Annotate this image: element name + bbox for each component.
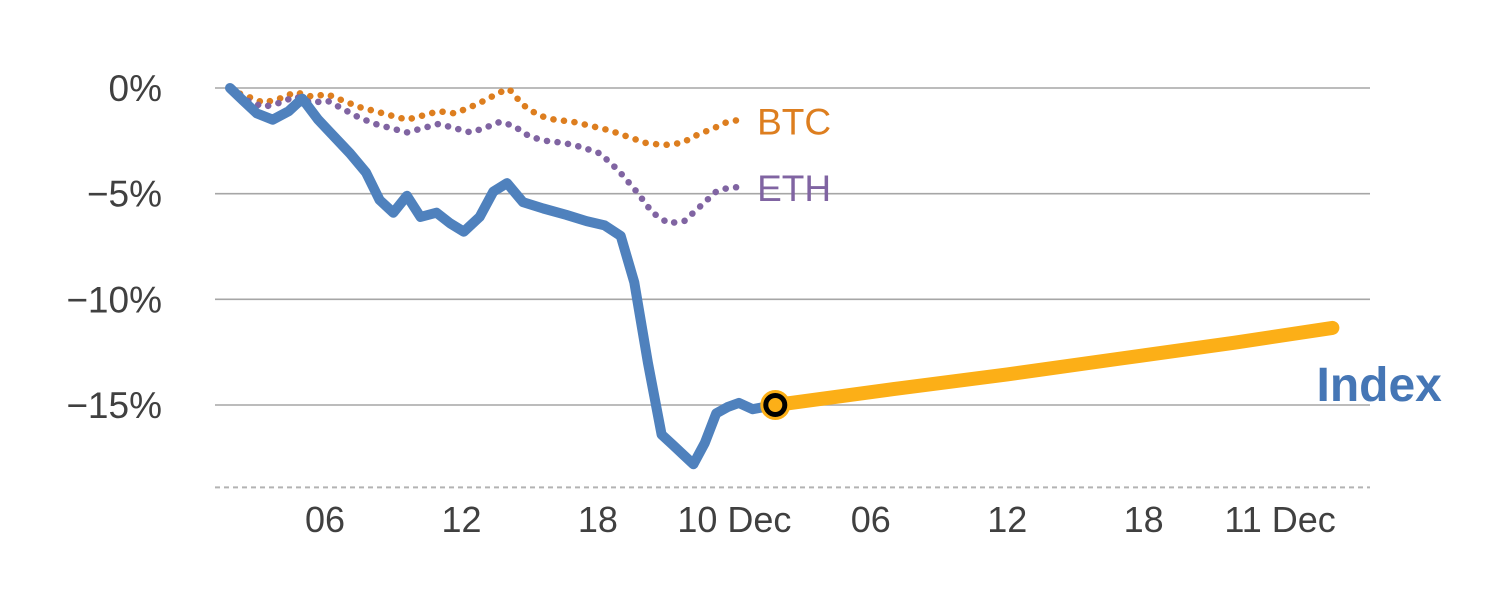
series-line-index-projection [768,320,1340,412]
y-tick-label: −15% [66,385,162,426]
x-tick-label: 12 [441,499,481,540]
x-tick-label: 18 [1124,499,1164,540]
x-tick-label: 10 Dec [677,499,791,540]
x-tick-label: 06 [851,499,891,540]
series-label-index: Index [1317,359,1443,412]
series-line-index [225,83,781,470]
series-label-btc: BTC [757,101,831,142]
y-tick-label: −10% [66,279,162,320]
y-tick-label: 0% [109,68,162,109]
y-tick-label: −5% [87,174,162,215]
x-tick-label: 12 [987,499,1027,540]
x-tick-label: 11 Dec [1224,499,1335,540]
series-label-eth: ETH [757,168,831,209]
series-line-eth [226,86,745,227]
x-tick-label: 18 [578,499,618,540]
series-line-btc [226,85,745,149]
current-point-marker [763,392,788,417]
x-tick-label: 06 [305,499,345,540]
